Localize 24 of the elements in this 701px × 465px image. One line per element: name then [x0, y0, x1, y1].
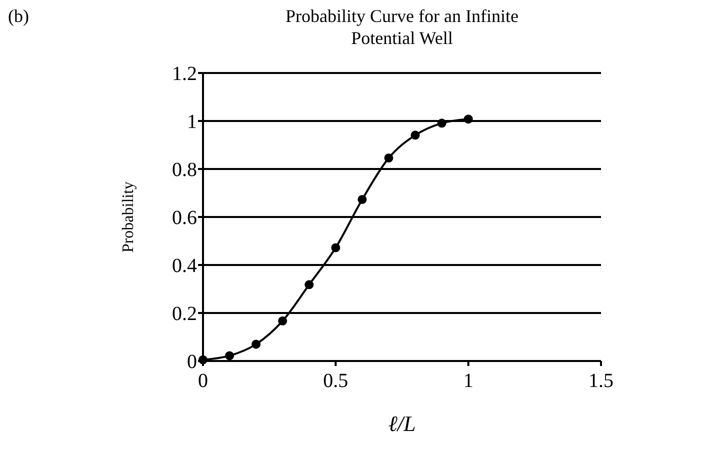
text: (b) — [8, 6, 29, 26]
point — [331, 243, 340, 252]
chart-title: Probability Curve for an Infinite Potential Well — [286, 6, 518, 48]
y-tick-label: 0.4 — [172, 255, 197, 277]
x-tick-label: 1 — [463, 370, 474, 392]
point — [384, 153, 394, 162]
point — [225, 351, 234, 360]
point — [304, 280, 314, 290]
point — [252, 340, 261, 349]
x-tick-label: 1.5 — [588, 370, 614, 392]
y-tick-label: 0 — [187, 351, 197, 373]
y-tick-label: 1.2 — [172, 63, 197, 85]
x-tick-label: 0.5 — [323, 370, 348, 392]
point — [358, 194, 367, 204]
y-tick-label: 0.6 — [172, 207, 197, 229]
y-tick-label: 0.8 — [172, 159, 197, 181]
y-tick-label: 0.2 — [172, 303, 197, 325]
y-tick-label: 1 — [187, 111, 197, 133]
point — [278, 316, 288, 326]
x-axis-title: ℓ/L — [388, 411, 416, 436]
y-axis-title: Probability — [120, 181, 137, 253]
point — [410, 130, 420, 140]
point — [464, 114, 473, 124]
point — [437, 118, 446, 128]
